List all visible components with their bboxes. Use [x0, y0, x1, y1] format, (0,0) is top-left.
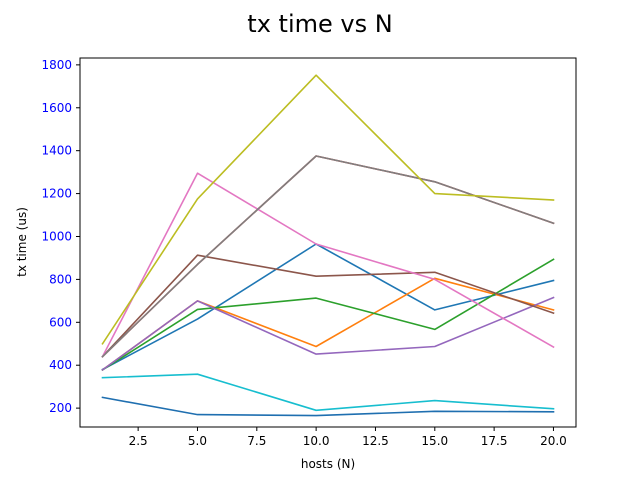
y-axis: 200 400 600 800 1000 1200 1400 1600 1800	[41, 58, 80, 415]
y-tick-label: 1000	[41, 229, 72, 243]
x-tick-label: 15.0	[421, 434, 448, 448]
y-tick-label: 800	[49, 272, 72, 286]
x-tick-label: 2.5	[129, 434, 148, 448]
x-tick-label: 20.0	[540, 434, 567, 448]
x-tick-label: 7.5	[247, 434, 266, 448]
series-line-11	[101, 396, 555, 417]
x-tick-label: 10.0	[303, 434, 330, 448]
x-axis: 2.5 5.0 7.5 10.0 12.5 15.0 17.5 20.0	[129, 427, 567, 448]
chart-title: tx time vs N	[247, 10, 392, 38]
x-axis-label: hosts (N)	[301, 457, 355, 471]
y-tick-label: 200	[49, 401, 72, 415]
y-axis-label: tx time (us)	[15, 207, 29, 277]
x-tick-label: 5.0	[188, 434, 207, 448]
series-line-3	[101, 258, 555, 372]
series-line-5	[101, 296, 555, 372]
x-tick-label: 12.5	[362, 434, 389, 448]
series-line-7	[101, 172, 555, 358]
plot-frame	[79, 57, 577, 428]
series-line-9	[101, 74, 555, 345]
series-line-6	[101, 254, 555, 358]
series-layer	[101, 74, 555, 417]
y-tick-label: 400	[49, 358, 72, 372]
y-tick-label: 1600	[41, 101, 72, 115]
y-tick-label: 600	[49, 315, 72, 329]
series-line-10	[101, 373, 555, 412]
y-tick-label: 1400	[41, 144, 72, 158]
x-tick-label: 17.5	[481, 434, 508, 448]
y-tick-label: 1800	[41, 58, 72, 72]
y-tick-label: 1200	[41, 187, 72, 201]
